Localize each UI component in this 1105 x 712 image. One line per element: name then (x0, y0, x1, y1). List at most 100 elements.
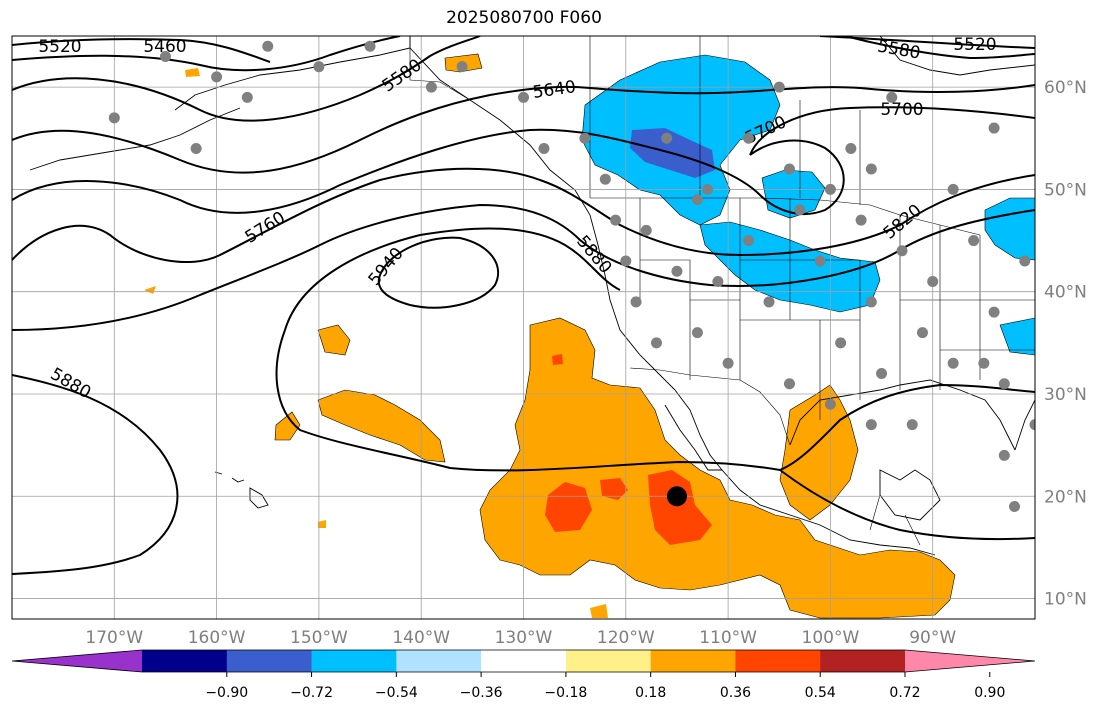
graticule (12, 36, 1035, 619)
colorbar-extend-low (12, 650, 142, 672)
station-dot (241, 91, 253, 103)
longitude-tick-label: 120°W (597, 628, 655, 648)
canada-provinces (589, 36, 861, 205)
latitude-tick-label: 10°N (1044, 590, 1087, 610)
hawaii-islands (214, 471, 269, 509)
station-dot (599, 173, 611, 185)
colorbar-tick-label: 0.54 (805, 685, 836, 701)
station-dot (876, 368, 888, 380)
latitude-tick-label: 50°N (1044, 180, 1087, 200)
station-dot (988, 122, 1000, 134)
colorbar-tick-label: 0.36 (720, 685, 751, 701)
hudson-bay-edge (879, 36, 1035, 76)
colorbar-tick-label: 0.18 (635, 685, 666, 701)
colorbar-segment (565, 650, 652, 672)
us-canada-border (590, 197, 981, 236)
station-dot (344, 20, 355, 31)
contour-5940 (377, 236, 500, 309)
station-markers (108, 0, 1035, 512)
contour-5580 (12, 36, 1035, 122)
station-dot (865, 163, 877, 175)
contour-5820 (12, 203, 1035, 331)
station-dot (865, 419, 877, 431)
colorbar-tick-label: −0.72 (290, 685, 333, 701)
central-america-borders (869, 494, 921, 546)
positive-anomaly-small-7 (318, 520, 326, 528)
colorbar-tick-label: 0.72 (889, 685, 920, 701)
station-dot (835, 337, 847, 349)
colorbar-segment (650, 650, 736, 672)
colorbar-tick-label: 0.90 (974, 685, 1005, 701)
colorbar-segment (735, 650, 821, 672)
contour-5760 (12, 167, 1035, 264)
colorbar-outline (11, 649, 1036, 673)
alaska-coast (174, 36, 411, 111)
positive-anomaly-small-1 (317, 324, 351, 356)
station-dot (108, 112, 120, 124)
station-dot (743, 235, 755, 247)
colorbar-tick-label: −0.36 (460, 685, 503, 701)
station-dot (824, 183, 836, 195)
longitude-tick-label: 170°W (85, 628, 143, 648)
station-dot (630, 296, 642, 308)
longitude-tick-label: 150°W (290, 628, 348, 648)
station-dot (947, 357, 959, 369)
storm-center-marker (666, 486, 687, 507)
map-frame (11, 35, 1036, 620)
us-east-coast (1014, 399, 1035, 451)
station-dot (783, 378, 795, 390)
contour-5640 (12, 84, 1035, 174)
positive-anomaly-region-main (479, 317, 956, 619)
latitude-tick-label: 20°N (1044, 487, 1087, 507)
colorbar-segment (226, 650, 313, 672)
mexico-west-coast (721, 469, 936, 556)
strong-positive-spot-2 (545, 482, 592, 532)
contour-gulf (779, 469, 1035, 541)
station-dot (998, 449, 1010, 461)
station-dot (978, 357, 990, 369)
strong-positive-spot-4 (552, 354, 563, 365)
positive-anomaly-small-6 (590, 604, 608, 618)
contour-5460 (12, 38, 271, 63)
colorbar-tick-label: −0.18 (544, 685, 587, 701)
colorbar-tick-label: −0.90 (205, 685, 248, 701)
colorbar-extend-high (905, 650, 1035, 672)
station-dot (416, 0, 427, 11)
contour-5880 (12, 227, 1035, 575)
station-dot (518, 91, 529, 103)
negative-anomaly-region-east (999, 317, 1035, 356)
station-dot (579, 132, 591, 144)
station-dot (456, 61, 468, 73)
station-dot (743, 132, 755, 144)
station-dot (947, 183, 959, 195)
station-dot (773, 81, 785, 93)
station-dot (763, 296, 775, 308)
station-dot (262, 40, 274, 52)
latitude-tick-label: 60°N (1044, 78, 1087, 98)
longitude-tick-label: 100°W (802, 628, 860, 648)
state-lines-west (639, 198, 861, 420)
station-dot (650, 337, 662, 349)
station-dot (896, 245, 908, 257)
contour-label-5460: 5460 (143, 37, 186, 57)
station-dot (691, 194, 703, 206)
longitude-tick-label: 90°W (909, 628, 956, 648)
station-dot (702, 183, 714, 195)
station-dot (691, 327, 703, 339)
longitude-tick-label: 110°W (699, 628, 757, 648)
station-dot (313, 61, 325, 73)
station-dot (1029, 419, 1035, 431)
us-mexico-border (629, 367, 791, 446)
station-dot (538, 143, 550, 155)
colorbar-tick-labels: −0.90 −0.72 −0.54 −0.36 −0.18 0.18 0.36 0.54 0.7… (205, 672, 1005, 701)
latitude-tick-label: 40°N (1044, 283, 1087, 303)
latitude-tick-label: 30°N (1044, 385, 1087, 405)
strong-positive-spot-1 (648, 470, 712, 545)
station-dot (1019, 255, 1031, 267)
station-dot (364, 40, 376, 52)
station-dot (620, 255, 632, 267)
pacific-northwest-coast (409, 47, 676, 391)
station-dot (425, 81, 437, 93)
positive-anomaly-small-4 (185, 68, 200, 77)
colorbar-segment (820, 650, 906, 672)
